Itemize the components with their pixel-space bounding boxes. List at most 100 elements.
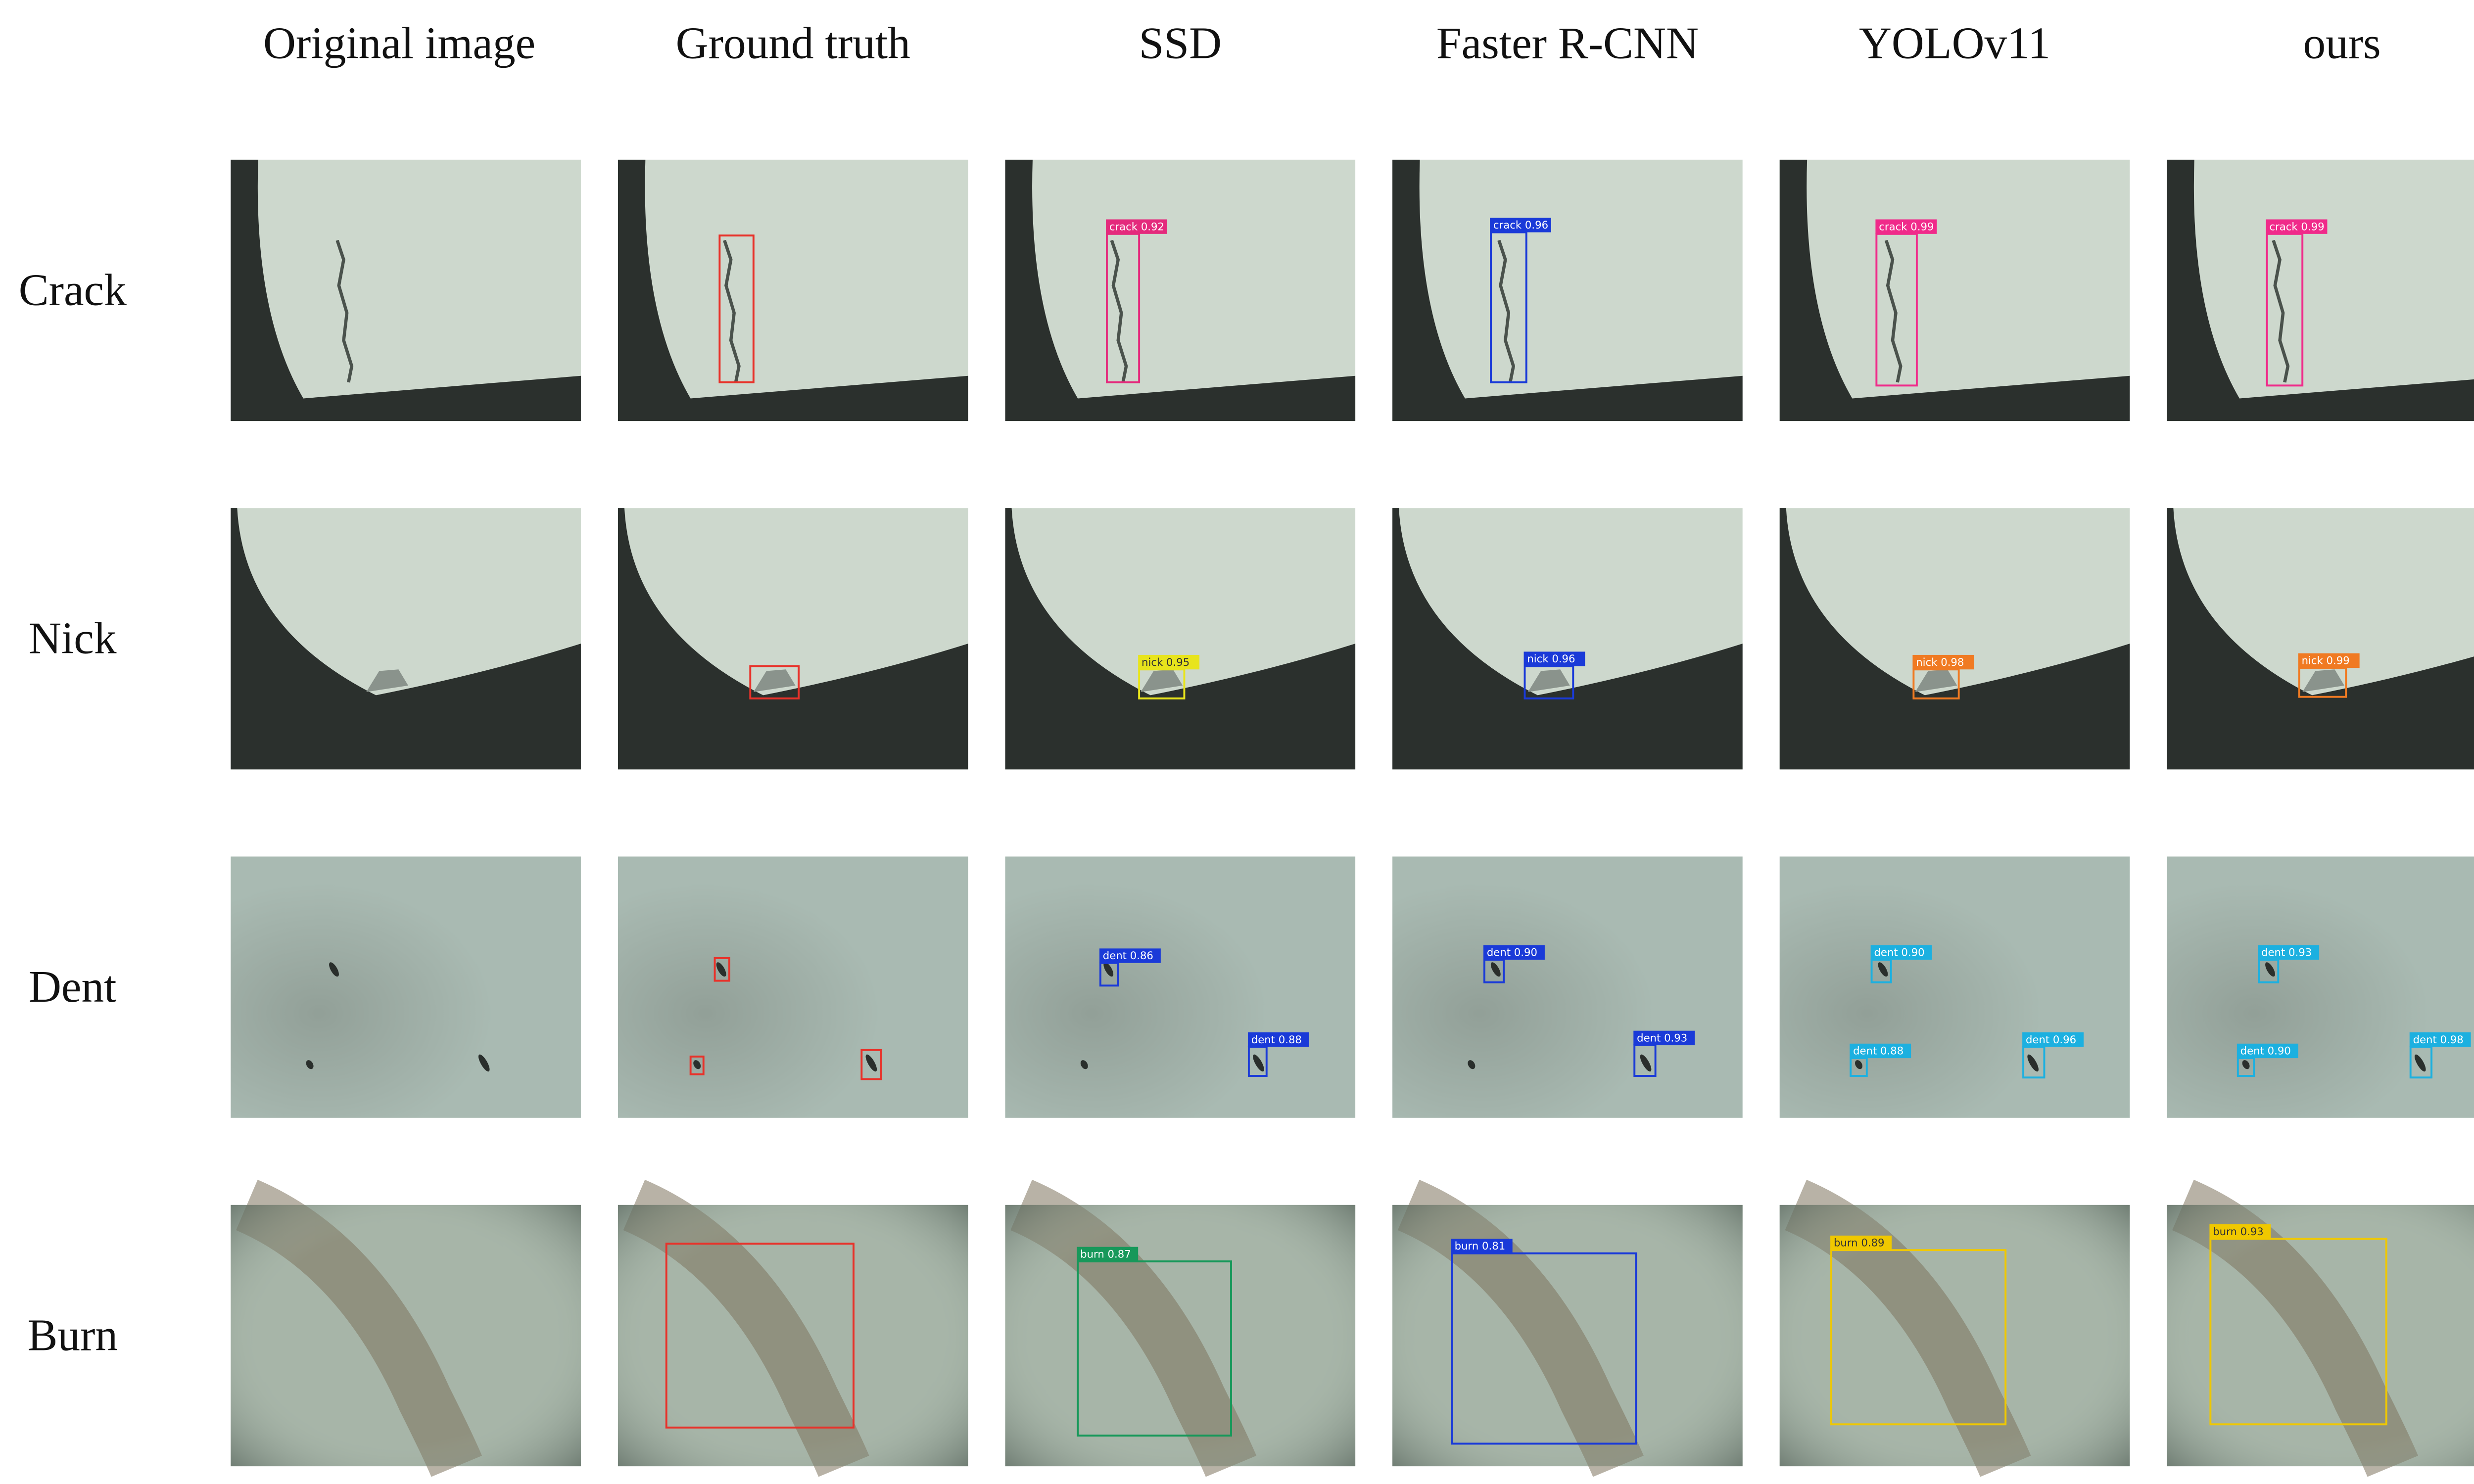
crack [1110, 239, 1128, 383]
crack [335, 239, 354, 383]
detection-label-bg [1850, 1043, 1911, 1059]
dent [1640, 1054, 1652, 1072]
detection-label-bg [1138, 654, 1200, 670]
detection-label: dent 0.93 [2261, 946, 2312, 959]
dent [2027, 1054, 2039, 1072]
detection-label: dent 0.88 [1853, 1045, 1903, 1057]
detection-label-bg [2298, 653, 2360, 668]
shade [1392, 856, 1743, 1118]
vignette [2167, 1205, 2474, 1467]
image-cell: dent 0.93 dent 0.90 dent 0.98 [2167, 856, 2474, 1118]
dent [1103, 962, 1114, 977]
detection-label-bg [2258, 945, 2320, 960]
image-cell: burn 0.89 [1779, 1179, 2130, 1477]
detection-label: dent 0.98 [2413, 1033, 2464, 1046]
detection-label: dent 0.90 [1487, 946, 1537, 959]
ground-truth-box [718, 234, 755, 383]
detection-label-bg [2236, 1043, 2298, 1059]
detection-label: dent 0.88 [1251, 1033, 1302, 1046]
dent [1855, 1060, 1862, 1069]
image-cell: dent 0.90 dent 0.88 dent 0.96 [1779, 856, 2130, 1118]
column-header: YOLOv11 [1859, 18, 2050, 68]
crack [2272, 239, 2290, 383]
column-header: Ground truth [676, 18, 910, 68]
shadow [231, 508, 581, 770]
detection-label: dent 0.90 [2240, 1045, 2291, 1057]
crack [1497, 239, 1516, 383]
column-header: Faster R-CNN [1436, 18, 1699, 68]
dent [1490, 962, 1501, 977]
vignette [231, 1205, 581, 1467]
shadow [1392, 508, 1743, 770]
shade [1779, 856, 2130, 1118]
dent [2242, 1060, 2250, 1069]
shadow [1392, 159, 1743, 421]
detection-label: nick 0.95 [1142, 656, 1189, 668]
detection-label-bg [1633, 1030, 1695, 1046]
vignette [1392, 1205, 1743, 1467]
image-cell: nick 0.95 [1005, 508, 1356, 770]
nick [366, 669, 408, 692]
image-cell [231, 508, 581, 770]
detection-label-bg [1830, 1235, 1892, 1251]
column-header: SSD [1139, 18, 1222, 68]
detection-label-bg [1105, 219, 1167, 234]
shadow [231, 159, 581, 421]
dent [306, 1060, 314, 1069]
detection-box [1077, 1260, 1232, 1437]
detection-label: nick 0.98 [1916, 656, 1964, 668]
detection-label-bg [2022, 1032, 2084, 1047]
nick [1141, 669, 1183, 692]
dent [329, 962, 339, 977]
image-cell: nick 0.98 [1779, 508, 2130, 770]
vignette [1005, 1205, 1356, 1467]
row-label: Dent [29, 962, 116, 1012]
crack [723, 239, 741, 383]
shadow [1005, 159, 1356, 421]
dent [1878, 962, 1888, 977]
detection-label: burn 0.93 [2213, 1225, 2264, 1238]
detection-label-bg [1451, 1239, 1513, 1253]
detection-label-bg [1912, 654, 1974, 670]
image-cell: dent 0.86 dent 0.88 [1005, 856, 1356, 1118]
ground-truth-box [665, 1243, 855, 1429]
shade [618, 856, 968, 1118]
image-cell: burn 0.81 [1392, 1179, 1743, 1477]
shadow [1779, 508, 2130, 770]
detection-label: crack 0.92 [1109, 220, 1164, 232]
dent [2265, 962, 2275, 977]
dent [478, 1054, 490, 1072]
detection-label: burn 0.81 [1455, 1240, 1506, 1252]
dent [1080, 1060, 1088, 1069]
detection-label-bg [1247, 1032, 1309, 1047]
shade [2167, 856, 2474, 1118]
ground-truth-box [860, 1049, 882, 1080]
detection-label: dent 0.96 [2026, 1033, 2076, 1046]
detection-label-bg [2209, 1224, 2271, 1239]
detection-box [1830, 1249, 2007, 1426]
image-cell: dent 0.90 dent 0.93 [1392, 856, 1743, 1118]
image-cell: crack 0.92 [1005, 159, 1356, 421]
image-cell: burn 0.87 [1005, 1179, 1356, 1477]
image-cell [231, 159, 581, 421]
image-cell: nick 0.96 [1392, 508, 1743, 770]
detection-label: nick 0.96 [1527, 652, 1575, 665]
image-cell: crack 0.96 [1392, 159, 1743, 421]
detection-label: nick 0.99 [2302, 654, 2350, 667]
image-cell: crack 0.99 [2167, 159, 2474, 421]
row-label: Burn [27, 1310, 118, 1360]
shadow [618, 159, 968, 421]
detection-box [2209, 1238, 2387, 1426]
detection-box [1451, 1252, 1637, 1445]
nick [1528, 669, 1570, 692]
shadow [618, 508, 968, 770]
image-cell [618, 1179, 968, 1477]
image-cell [231, 1179, 581, 1477]
detection-label: dent 0.93 [1637, 1032, 1687, 1044]
vignette [618, 1205, 968, 1467]
detection-label-bg [1099, 948, 1161, 963]
image-cell [618, 508, 968, 770]
nick [753, 669, 796, 692]
